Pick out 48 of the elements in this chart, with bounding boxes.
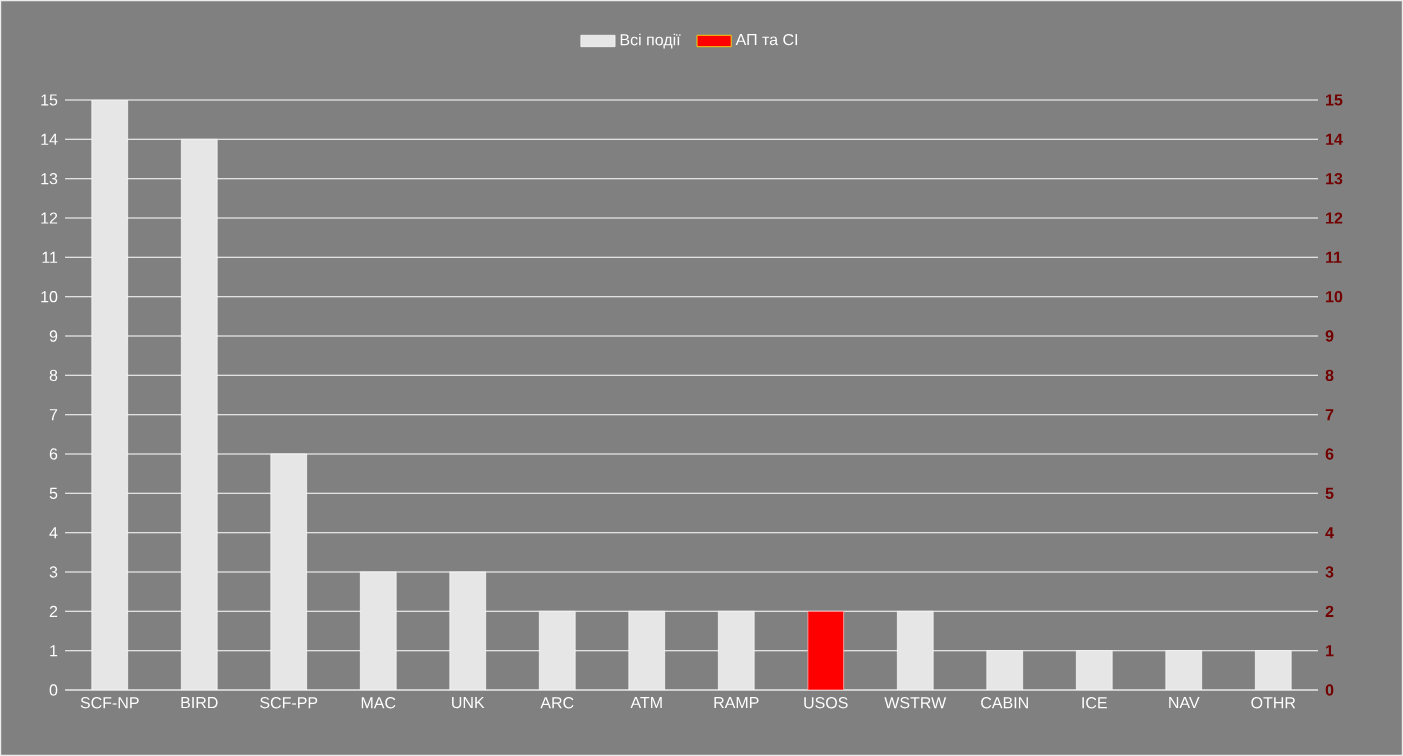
- x-tick-label: ICE: [1082, 697, 1107, 709]
- y-tick-label: 5: [49, 487, 58, 499]
- y2-tick-label: 6: [1325, 448, 1334, 460]
- x-tick-label: USOS: [804, 697, 848, 709]
- legend-label: Всі події: [620, 33, 681, 49]
- x-tick-label: OTHR: [1251, 697, 1296, 709]
- y-tick-label: 10: [41, 291, 58, 303]
- y2-tick-label: 4: [1325, 527, 1334, 539]
- y-tick-label: 2: [49, 605, 58, 617]
- y-tick-label: 13: [41, 173, 58, 185]
- x-tick-label: WSTRW: [884, 697, 947, 709]
- y2-tick-label: 8: [1325, 369, 1334, 381]
- y2-tick-label: 5: [1325, 487, 1334, 499]
- y-tick-label: 4: [49, 527, 58, 539]
- y2-tick-label: 1: [1326, 645, 1334, 657]
- y-tick-label: 1: [50, 645, 58, 657]
- y-tick-label: 8: [49, 369, 58, 381]
- y2-tick-label: 11: [1326, 251, 1342, 263]
- x-tick-label: SCF-NP: [80, 697, 139, 709]
- y2-tick-label: 12: [1326, 212, 1343, 224]
- y-tick-label: 15: [41, 94, 58, 106]
- x-tick-label: RAMP: [714, 697, 759, 709]
- y2-tick-label: 2: [1325, 605, 1334, 617]
- x-tick-label: SCF-PP: [260, 697, 318, 709]
- y-tick-label: 6: [49, 448, 58, 460]
- x-tick-label: ATM: [630, 697, 662, 709]
- y-tick-label: 7: [49, 409, 58, 421]
- y2-tick-label: 3: [1325, 566, 1334, 578]
- x-tick-label: CABIN: [981, 697, 1028, 709]
- x-tick-label: ARC: [540, 697, 574, 709]
- y2-tick-label: 10: [1326, 291, 1343, 303]
- x-tick-label: NAV: [1169, 697, 1200, 709]
- y2-tick-label: 7: [1325, 409, 1334, 421]
- y2-tick-label: 13: [1326, 172, 1343, 185]
- y-tick-label: 11: [42, 251, 58, 263]
- x-tick-label: BIRD: [181, 697, 218, 709]
- x-tick-label: MAC: [361, 697, 396, 709]
- y2-tick-label: 0: [1325, 684, 1334, 696]
- y-tick-label: 14: [41, 133, 58, 145]
- y-tick-label: 0: [49, 684, 58, 696]
- y-tick-label: 3: [49, 566, 58, 578]
- y-tick-label: 9: [49, 330, 58, 342]
- legend-label: АП та СІ: [735, 33, 798, 46]
- y2-tick-label: 14: [1326, 133, 1343, 145]
- x-tick-label: UNK: [452, 697, 485, 709]
- y-tick-label: 12: [41, 212, 58, 224]
- y2-tick-label: 15: [1326, 94, 1343, 106]
- y2-tick-label: 9: [1325, 330, 1334, 342]
